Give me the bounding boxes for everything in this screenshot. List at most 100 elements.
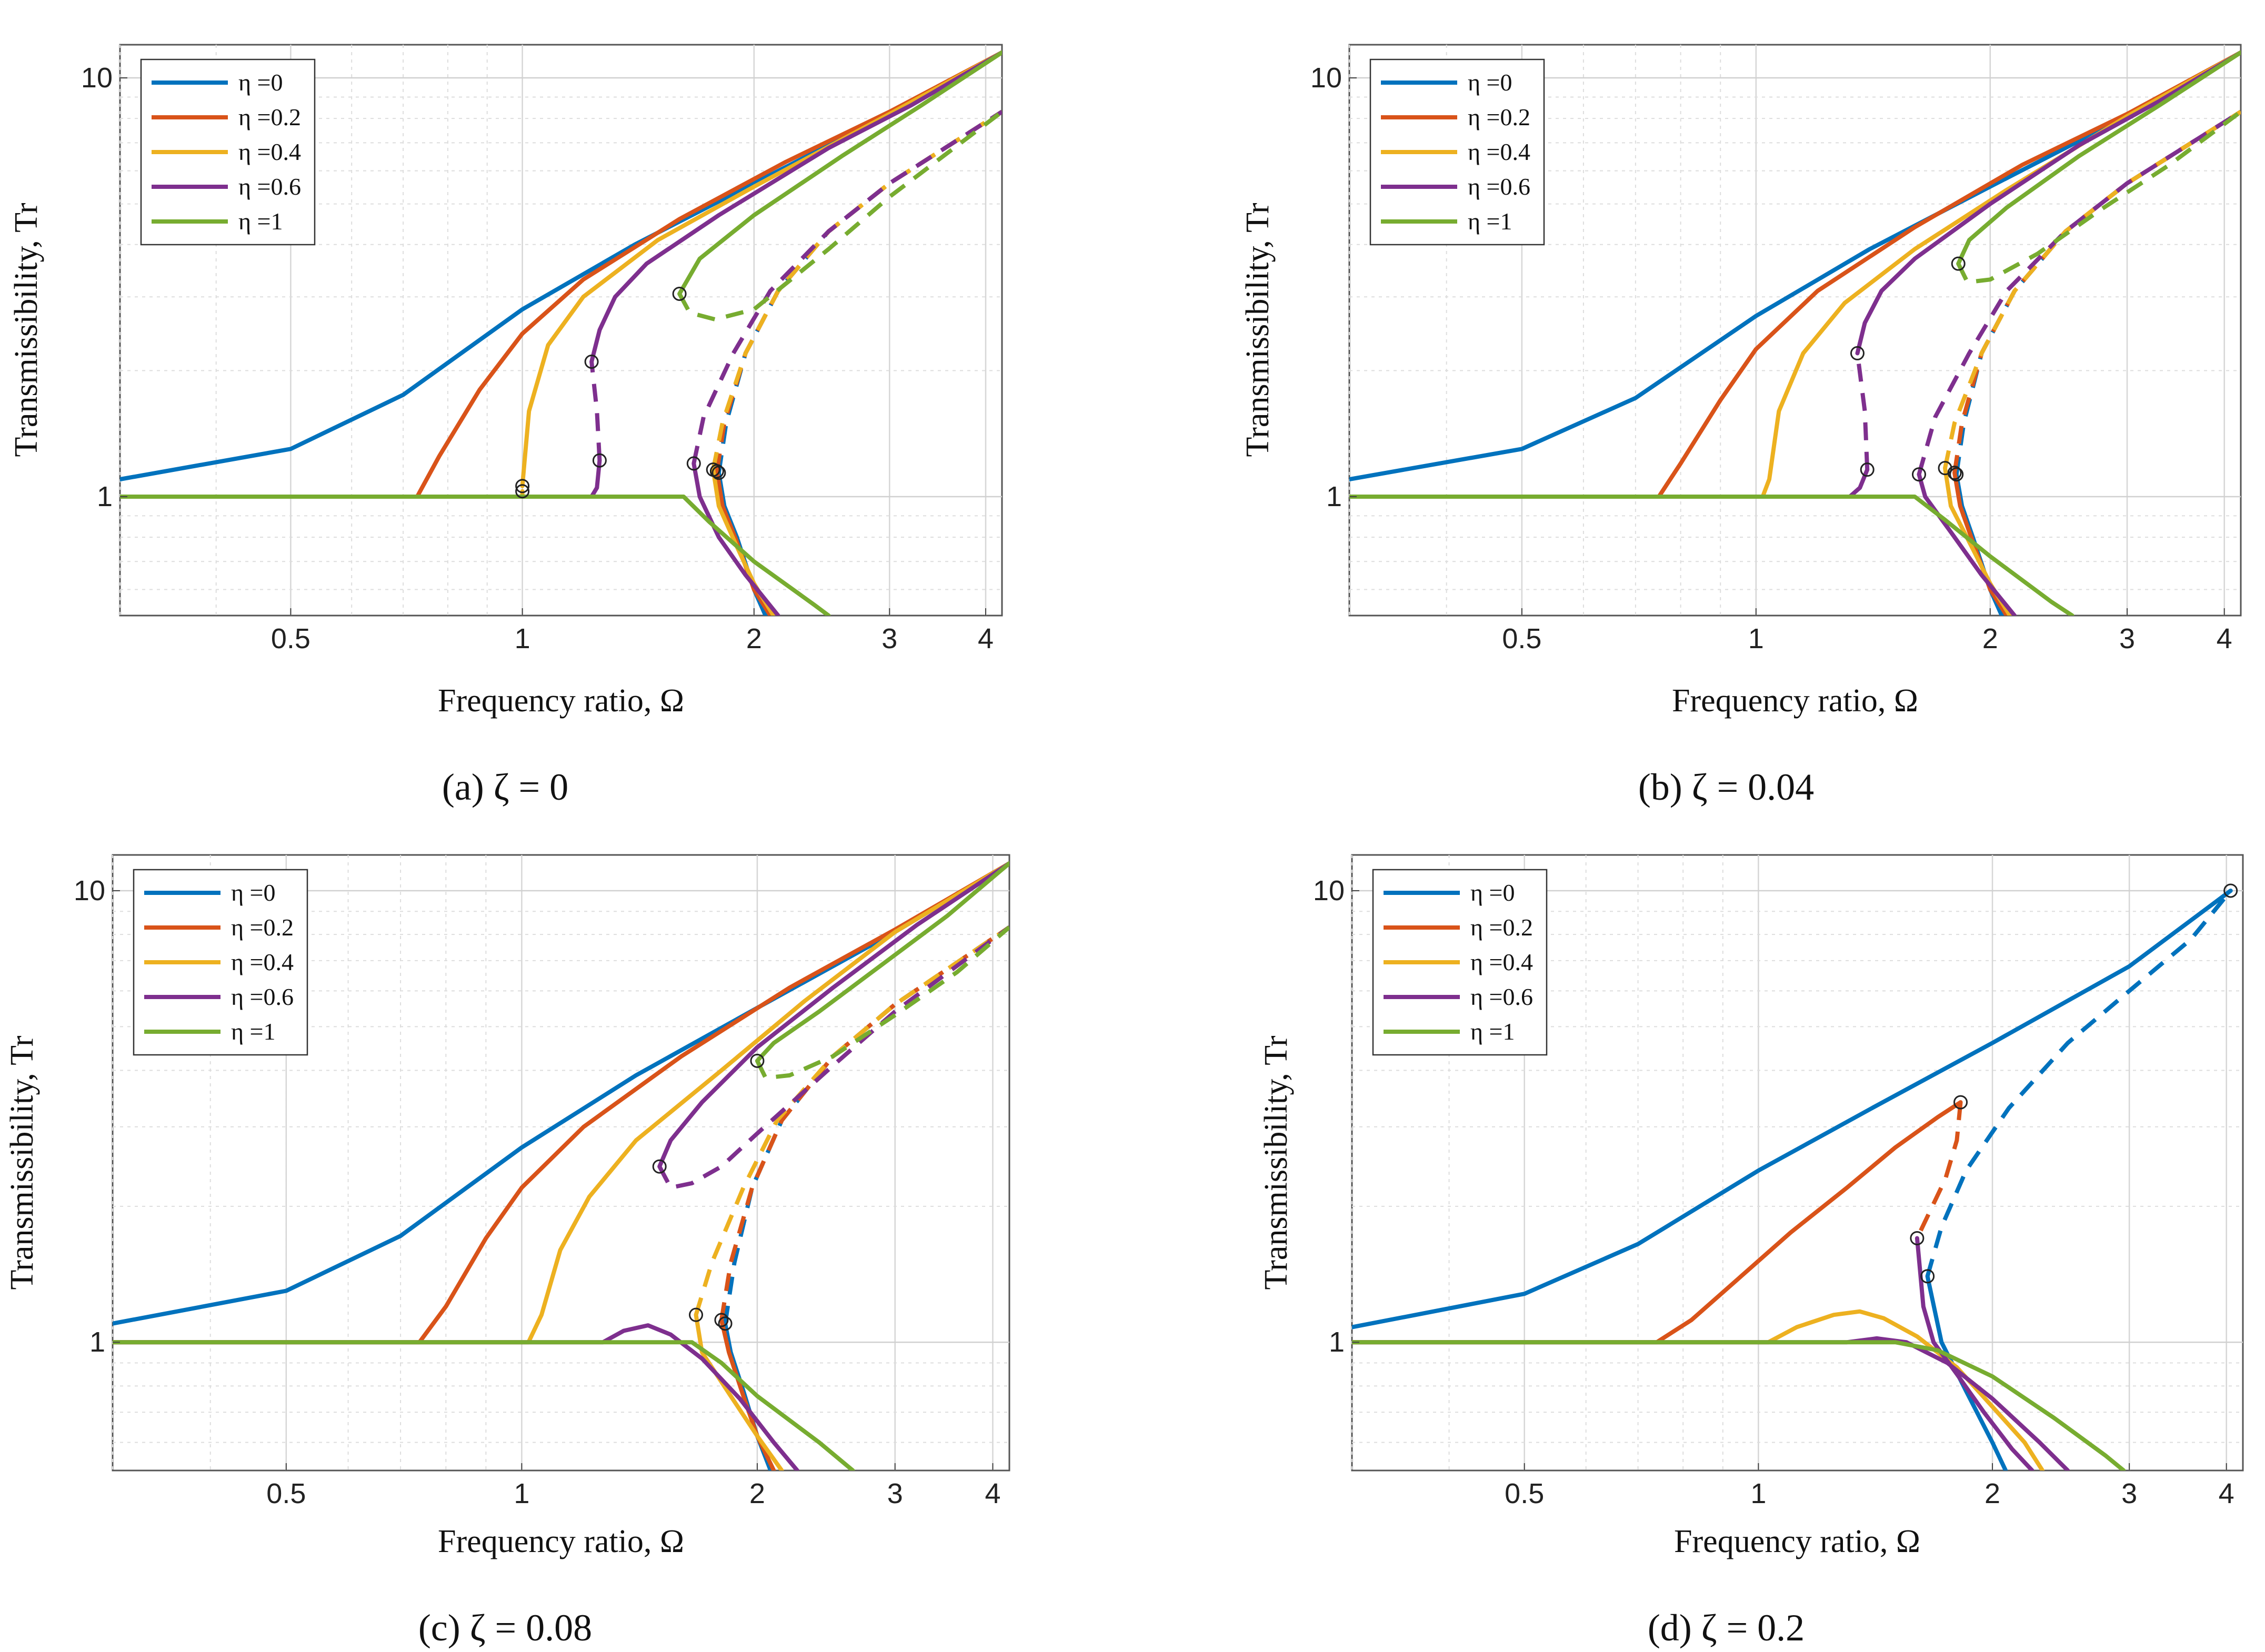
curves-c (113, 861, 1009, 1470)
curves-d (1352, 883, 2238, 1470)
y-tick-label: 10 (81, 62, 113, 94)
series-line-stable (1352, 1100, 1963, 1345)
y-tick-label: 1 (97, 481, 113, 512)
series-line-stable (120, 50, 1002, 499)
series-line-stable (694, 1313, 784, 1470)
y-tick-label: 1 (89, 1326, 105, 1358)
yticks-c: 1 10 (74, 875, 120, 1358)
xlabel-a: Frequency ratio, Ω (438, 683, 684, 719)
series-line-stable (1349, 495, 2074, 616)
series-line-stable (1956, 50, 2241, 266)
bifurcation-marker (1949, 467, 1964, 482)
legend-a: η =0 η =0.2 η =0.4 η =0.6 η =1 (140, 58, 316, 246)
legend-label: η =0.6 (238, 173, 301, 200)
x-tick-label: 4 (2219, 1478, 2234, 1509)
legend-label: η =0.2 (1470, 914, 1533, 941)
bifurcation-marker (1860, 462, 1875, 477)
x-tick-label: 2 (749, 1478, 765, 1509)
panel-c: 0.5 1 2 3 4 1 10 Frequency ratio, Ω Transmiss… (4, 854, 1010, 1649)
caption-d: (d) ζ = 0.2 (1648, 1607, 1805, 1649)
series-line-stable (113, 1340, 855, 1470)
x-tick-label: 1 (1750, 1478, 1766, 1509)
series-line-unstable (694, 925, 1009, 1316)
series-line-stable (113, 861, 1009, 1345)
legend-label: η =1 (238, 208, 283, 235)
caption-b: (b) ζ = 0.04 (1638, 766, 1814, 808)
ylabel-b: Transmissibility, Tr (1240, 203, 1276, 457)
series-line-unstable (1925, 889, 2232, 1277)
series-line-unstable (1855, 352, 1870, 470)
x-tick-label: 2 (746, 623, 762, 654)
y-tick-label: 10 (74, 875, 105, 906)
bifurcation-marker (2223, 883, 2238, 898)
x-tick-label: 2 (1982, 623, 1998, 654)
x-tick-label: 0.5 (271, 623, 310, 654)
curves-a (120, 50, 1002, 616)
legend-label: η =0.4 (238, 138, 301, 165)
legend-label: η =0.2 (231, 914, 294, 941)
series-line-stable (1352, 889, 2233, 1329)
bifurcation-marker (1911, 467, 1926, 482)
xlabel-b: Frequency ratio, Ω (1672, 683, 1918, 719)
series-line-stable (1349, 50, 2241, 499)
panel-a: 0.5 1 2 3 4 1 10 Frequency ratio, Ω Transmiss… (8, 44, 1003, 808)
bifurcation-marker (1910, 1231, 1925, 1245)
bifurcation-marker (706, 462, 720, 477)
x-tick-label: 1 (1748, 623, 1764, 654)
bifurcation-marker (592, 453, 607, 468)
bifurcation-marker (672, 286, 687, 301)
yticks-b: 1 10 (1310, 62, 1357, 512)
series-line-stable (120, 495, 831, 616)
series-line-stable (1855, 50, 2241, 356)
series-line-stable (1915, 1236, 2035, 1470)
series-line-unstable (691, 110, 1002, 464)
x-tick-label: 3 (2119, 623, 2135, 654)
legend-label: η =1 (231, 1018, 276, 1045)
bifurcation-marker (714, 1313, 729, 1327)
bifurcation-marker (652, 1159, 667, 1174)
x-tick-label: 2 (1985, 1478, 2000, 1509)
legend-label: η =0.6 (1468, 173, 1530, 200)
panel-b: 0.5 1 2 3 4 1 10 Frequency ratio, Ω Transmiss… (1240, 44, 2242, 808)
series-line-stable (677, 50, 1002, 296)
legend-label: η =0.2 (238, 104, 301, 130)
caption-c: (c) ζ = 0.08 (418, 1607, 592, 1649)
x-tick-label: 0.5 (266, 1478, 306, 1509)
yticks-d: 1 10 (1313, 875, 1359, 1358)
series-line-unstable (755, 925, 1009, 1080)
x-tick-label: 3 (881, 623, 897, 654)
x-tick-label: 1 (515, 623, 530, 654)
y-tick-label: 1 (1326, 481, 1342, 512)
ylabel-a: Transmissibility, Tr (8, 203, 44, 457)
legend-label: η =0 (1468, 69, 1512, 96)
legend-label: η =0.2 (1468, 104, 1530, 130)
x-tick-label: 3 (2121, 1478, 2137, 1509)
xlabel-d: Frequency ratio, Ω (1674, 1524, 1920, 1559)
panel-d: 0.5 1 2 3 4 1 10 Frequency ratio, Ω Transmiss… (1258, 854, 2244, 1649)
bifurcation-marker (1920, 1269, 1935, 1284)
legend-label: η =0.4 (1468, 138, 1530, 165)
series-line-unstable (1917, 110, 2241, 475)
series-line-stable (113, 1323, 799, 1470)
series-line-stable (657, 861, 1009, 1169)
bifurcation-marker (689, 1307, 704, 1322)
legend-d: η =0 η =0.2 η =0.4 η =0.6 η =1 (1372, 869, 1548, 1056)
x-tick-label: 0.5 (1502, 623, 1541, 654)
series-line-stable (755, 861, 1009, 1063)
series-line-stable (1917, 472, 2017, 616)
bifurcation-marker (515, 484, 530, 499)
legend-label: η =0.6 (231, 983, 294, 1010)
legend-label: η =0.6 (1470, 983, 1533, 1010)
caption-a: (a) ζ = 0 (442, 766, 568, 808)
bifurcation-marker (515, 479, 530, 493)
series-line-stable (589, 50, 1002, 364)
legend-label: η =0 (231, 879, 276, 906)
y-tick-label: 10 (1313, 875, 1345, 906)
bifurcation-marker (750, 1053, 765, 1068)
xticks-b: 0.5 1 2 3 4 (1502, 608, 2232, 654)
legend-label: η =0.4 (231, 949, 294, 975)
series-line-unstable (589, 361, 602, 461)
y-tick-label: 10 (1310, 62, 1342, 94)
x-tick-label: 4 (978, 623, 994, 654)
series-line-stable (691, 461, 780, 616)
